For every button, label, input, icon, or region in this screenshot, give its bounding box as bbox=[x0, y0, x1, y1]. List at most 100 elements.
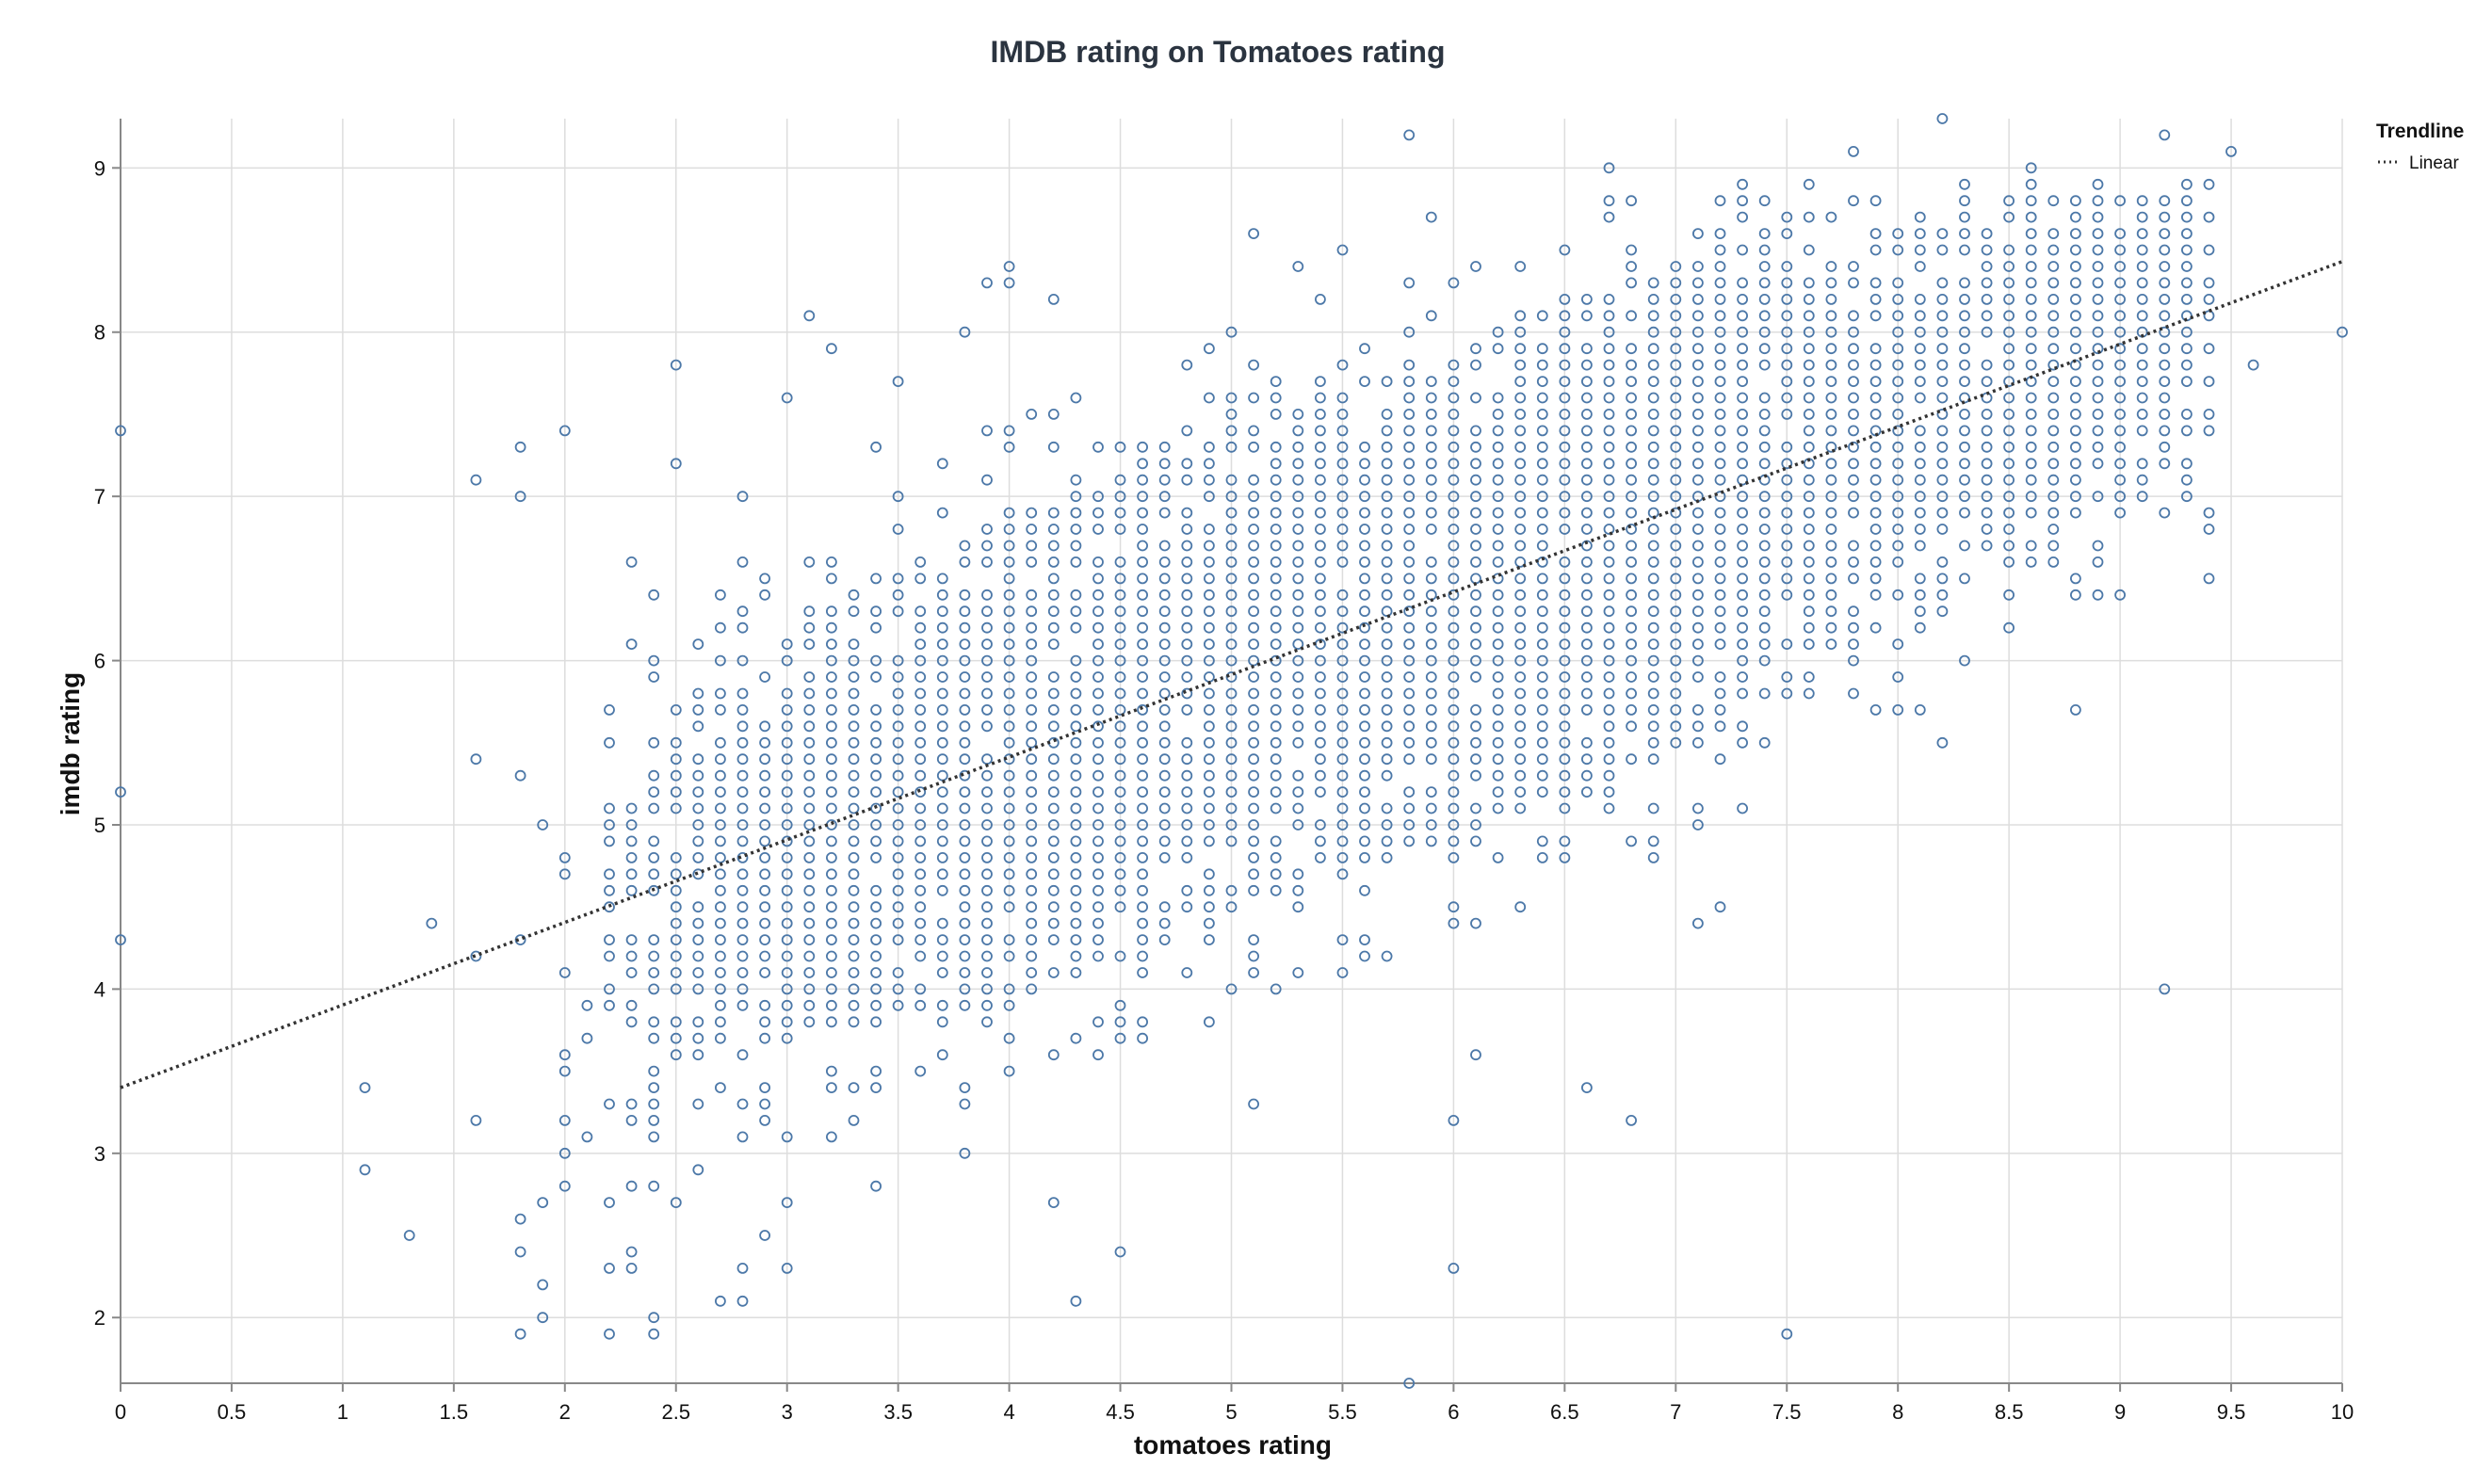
scatter-point bbox=[1248, 540, 1259, 552]
scatter-point bbox=[1315, 736, 1326, 749]
scatter-point bbox=[1114, 835, 1126, 847]
scatter-point bbox=[2180, 425, 2193, 437]
scatter-point bbox=[1425, 310, 1437, 322]
scatter-point bbox=[1270, 589, 1282, 601]
scatter-point bbox=[1670, 589, 1682, 601]
scatter-point bbox=[2136, 359, 2148, 371]
scatter-point bbox=[1603, 408, 1615, 420]
scatter-point bbox=[936, 950, 948, 962]
scatter-point bbox=[715, 786, 726, 798]
scatter-point bbox=[1670, 359, 1682, 371]
scatter-point bbox=[1403, 129, 1416, 141]
scatter-point bbox=[936, 769, 948, 782]
scatter-point bbox=[1670, 261, 1682, 272]
scatter-point bbox=[2003, 211, 2015, 223]
scatter-point bbox=[1692, 573, 1704, 585]
scatter-point bbox=[1092, 638, 1104, 650]
scatter-point bbox=[1692, 441, 1704, 453]
scatter-point bbox=[959, 786, 971, 798]
scatter-point bbox=[1248, 392, 1259, 404]
scatter-point bbox=[1692, 408, 1704, 420]
scatter-point bbox=[1492, 769, 1504, 782]
scatter-point bbox=[736, 720, 749, 733]
scatter-point bbox=[1026, 704, 1038, 716]
scatter-point bbox=[2069, 441, 2081, 453]
scatter-point bbox=[1248, 1098, 1259, 1110]
scatter-point bbox=[1470, 556, 1481, 568]
scatter-point bbox=[1470, 671, 1481, 683]
scatter-point bbox=[1359, 687, 1370, 700]
scatter-point bbox=[781, 786, 793, 798]
scatter-point bbox=[1803, 392, 1815, 404]
scatter-point bbox=[1603, 162, 1615, 174]
scatter-point bbox=[959, 1147, 971, 1159]
scatter-point bbox=[1137, 654, 1148, 667]
scatter-point bbox=[1514, 605, 1527, 618]
scatter-point bbox=[1825, 524, 1837, 535]
scatter-point bbox=[914, 868, 927, 880]
scatter-point bbox=[1114, 1032, 1126, 1044]
scatter-point bbox=[1158, 753, 1171, 766]
scatter-point bbox=[2003, 244, 2015, 256]
scatter-point bbox=[1026, 736, 1038, 749]
scatter-point bbox=[1336, 769, 1349, 782]
scatter-point bbox=[1047, 621, 1060, 634]
scatter-point bbox=[1336, 802, 1349, 815]
x-tick-label: 8.5 bbox=[1995, 1400, 2024, 1424]
scatter-point bbox=[1448, 408, 1460, 420]
scatter-point bbox=[715, 1295, 726, 1307]
scatter-point bbox=[1070, 769, 1082, 782]
scatter-point bbox=[1581, 359, 1593, 371]
scatter-point bbox=[1403, 835, 1416, 847]
scatter-point bbox=[1158, 769, 1171, 782]
scatter-point bbox=[1492, 638, 1504, 650]
y-axis-title: imdb rating bbox=[56, 672, 85, 815]
scatter-point bbox=[2047, 540, 2060, 552]
scatter-point bbox=[1825, 638, 1837, 650]
scatter-point bbox=[826, 556, 837, 568]
scatter-point bbox=[1581, 671, 1593, 683]
scatter-point bbox=[1670, 540, 1682, 552]
scatter-point bbox=[1848, 556, 1859, 568]
scatter-point bbox=[1714, 343, 1726, 355]
scatter-point bbox=[1003, 983, 1015, 995]
scatter-point bbox=[1647, 589, 1659, 601]
scatter-point bbox=[1026, 884, 1038, 896]
scatter-point bbox=[1603, 786, 1615, 798]
scatter-point bbox=[1070, 753, 1082, 766]
scatter-point bbox=[2092, 195, 2104, 207]
scatter-point bbox=[736, 1049, 749, 1061]
scatter-point bbox=[1470, 605, 1481, 618]
scatter-point bbox=[670, 950, 682, 962]
scatter-point bbox=[1514, 802, 1527, 815]
scatter-point bbox=[670, 458, 682, 470]
scatter-point bbox=[2025, 556, 2037, 568]
scatter-point bbox=[470, 950, 482, 962]
scatter-point bbox=[1470, 441, 1481, 453]
scatter-point bbox=[2069, 507, 2081, 519]
scatter-point bbox=[2180, 359, 2193, 371]
scatter-point bbox=[1425, 621, 1437, 634]
scatter-point bbox=[715, 1082, 726, 1093]
scatter-point bbox=[1603, 211, 1615, 223]
scatter-point bbox=[736, 1131, 749, 1143]
scatter-point bbox=[1292, 458, 1304, 470]
scatter-point bbox=[1758, 540, 1771, 552]
scatter-point bbox=[1959, 293, 1970, 305]
scatter-point bbox=[1692, 654, 1704, 667]
scatter-point bbox=[1981, 244, 1993, 256]
scatter-point bbox=[1292, 671, 1304, 683]
scatter-point bbox=[914, 983, 927, 995]
legend-entry-linear: Linear bbox=[2409, 153, 2459, 173]
scatter-point bbox=[759, 589, 770, 601]
scatter-point bbox=[1559, 671, 1571, 683]
scatter-point bbox=[1892, 376, 1904, 388]
scatter-point bbox=[1758, 359, 1771, 371]
scatter-point bbox=[1403, 753, 1416, 766]
scatter-point bbox=[803, 934, 816, 945]
scatter-point bbox=[803, 802, 816, 815]
scatter-point bbox=[1137, 441, 1148, 453]
scatter-point bbox=[2114, 359, 2127, 371]
scatter-point bbox=[1070, 736, 1082, 749]
scatter-point bbox=[1559, 687, 1571, 700]
